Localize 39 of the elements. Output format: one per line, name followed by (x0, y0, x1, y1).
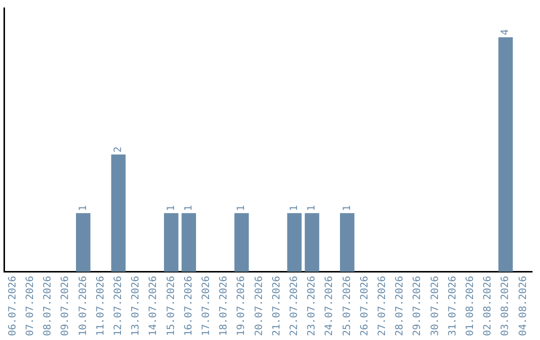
data-label: 4 (500, 29, 512, 36)
x-tick-label: 17.07.2026 (200, 276, 212, 336)
x-tick-label: 06.07.2026 (7, 276, 18, 336)
data-label: 1 (78, 205, 89, 212)
data-label: 2 (112, 146, 124, 153)
data-label: 1 (306, 205, 318, 212)
x-tick-label: 08.07.2026 (42, 276, 54, 336)
x-tick-label: 07.07.2026 (24, 276, 36, 336)
x-tick-label: 30.07.2026 (430, 276, 441, 336)
x-tick-label: 10.07.2026 (78, 276, 89, 336)
x-tick-label: 23.07.2026 (306, 276, 318, 336)
x-tick-label: 18.07.2026 (218, 276, 230, 336)
data-label: 1 (236, 205, 248, 212)
x-tick-label: 09.07.2026 (60, 276, 72, 336)
x-tick-label: 28.07.2026 (394, 276, 406, 336)
data-label: 1 (183, 205, 194, 212)
x-tick-label: 20.07.2026 (254, 276, 265, 336)
x-tick-label: 29.07.2026 (412, 276, 424, 336)
x-tick-label: 02.08.2026 (482, 276, 494, 336)
x-tick-label: 19.07.2026 (236, 276, 248, 336)
x-tick-label: 25.07.2026 (342, 276, 353, 336)
data-label: 1 (166, 205, 177, 212)
x-tick-label: 24.07.2026 (324, 276, 336, 336)
x-tick-label: 27.07.2026 (376, 276, 388, 336)
x-tick-label: 03.08.2026 (500, 276, 512, 336)
x-tick-label: 22.07.2026 (288, 276, 300, 336)
x-tick-label: 21.07.2026 (271, 276, 282, 336)
x-tick-label: 16.07.2026 (183, 276, 194, 336)
data-label: 1 (288, 205, 300, 212)
data-label: 1 (342, 205, 353, 212)
x-tick-label: 12.07.2026 (112, 276, 124, 336)
x-tick-label: 14.07.2026 (148, 276, 160, 336)
x-tick-label: 15.07.2026 (166, 276, 177, 336)
x-tick-label: 11.07.2026 (95, 276, 106, 336)
x-tick-label: 01.08.2026 (464, 276, 476, 336)
x-tick-label: 26.07.2026 (359, 276, 370, 336)
x-tick-label: 04.08.2026 (518, 276, 529, 336)
x-tick-label: 31.07.2026 (447, 276, 458, 336)
x-tick-label: 13.07.2026 (130, 276, 142, 336)
